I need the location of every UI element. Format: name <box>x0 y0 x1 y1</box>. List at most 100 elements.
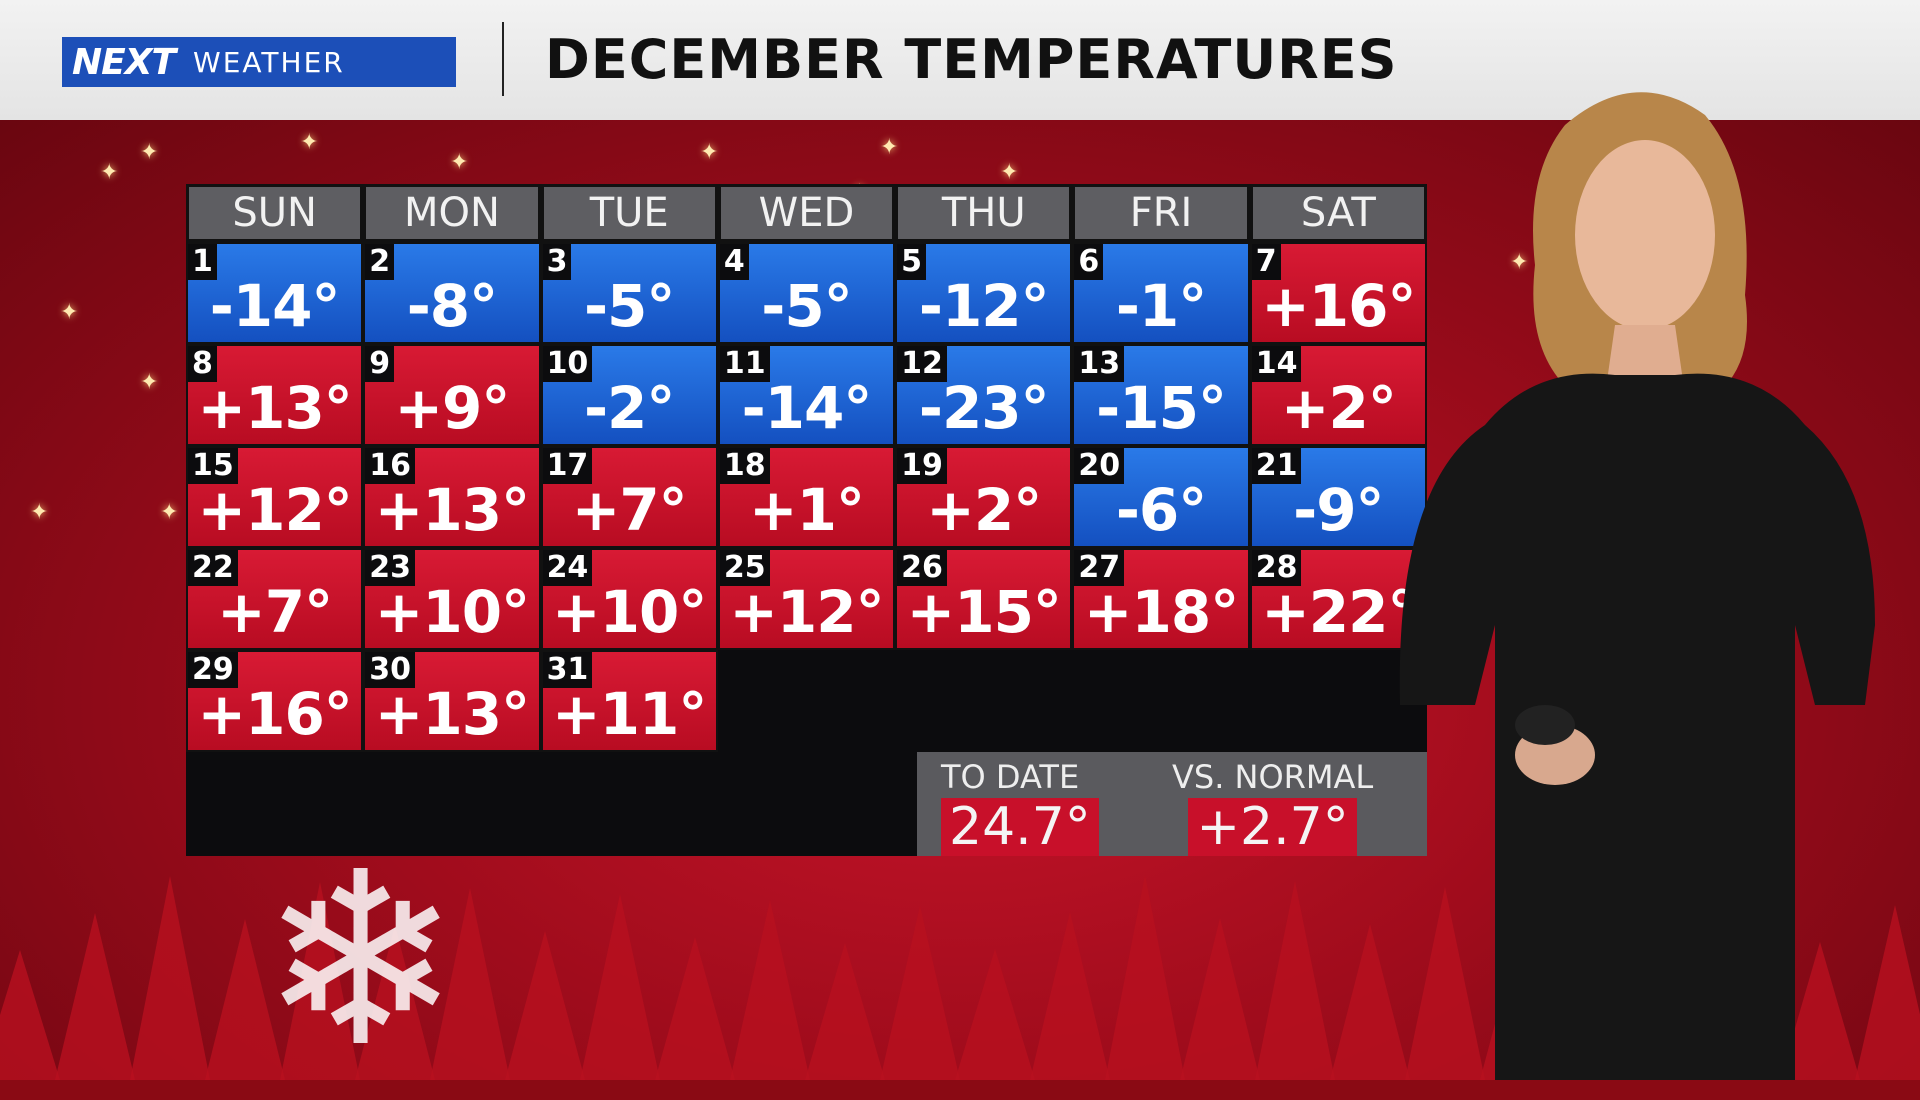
day-cell: 21 -9° <box>1249 446 1427 548</box>
day-cell: 23 +10° <box>363 548 541 650</box>
tree-silhouette <box>0 950 60 1080</box>
day-number: 2 <box>365 244 395 280</box>
temperature-departure: -14° <box>209 272 341 340</box>
day-cell: 27 +18° <box>1072 548 1250 650</box>
temperature-departure: +22° <box>1261 578 1416 646</box>
weekday-header-sun: SUN <box>186 184 364 242</box>
tree-silhouette <box>730 900 810 1080</box>
day-cell: 1 -14° <box>186 242 364 344</box>
day-number: 15 <box>188 448 238 484</box>
day-number: 6 <box>1074 244 1104 280</box>
day-number: 4 <box>719 244 749 280</box>
day-cell: 17 +7° <box>540 446 718 548</box>
weekday-header-thu: THU <box>895 184 1073 242</box>
temperature-departure: +15° <box>906 578 1062 646</box>
sparkle-star-icon: ✦ <box>700 140 719 165</box>
day-cell: 26 +15° <box>895 548 1073 650</box>
tree-silhouette <box>955 949 1035 1080</box>
tree-silhouette <box>1405 887 1485 1080</box>
day-cell: 12 -23° <box>895 344 1073 446</box>
temperature-departure: -6° <box>1115 476 1207 544</box>
day-number: 17 <box>542 448 593 484</box>
temperature-departure: +11° <box>552 680 707 748</box>
temperature-departure: +10° <box>552 578 707 646</box>
presenter-figure <box>1399 92 1875 1080</box>
day-cell: 18 +1° <box>717 446 896 548</box>
tree-silhouette <box>1030 912 1110 1080</box>
day-cell: 6 -1° <box>1072 242 1250 344</box>
stat-to-date: TO DATE 24.7° <box>941 758 1099 856</box>
next-weather-logo: NEXT WEATHER <box>62 37 456 87</box>
temperature-departure: +12° <box>729 578 884 646</box>
day-cell: 29 +16° <box>186 650 364 752</box>
day-cell: 22 +7° <box>186 548 364 650</box>
day-number: 8 <box>188 346 217 382</box>
day-cell: 2 -8° <box>363 242 541 344</box>
stat-vs-normal: VS. NORMAL +2.7° <box>1172 758 1373 856</box>
weekday-header-tue: TUE <box>540 184 718 242</box>
day-number: 22 <box>188 550 238 586</box>
temperature-departure: -14° <box>741 374 873 442</box>
temperature-departure: -5° <box>761 272 852 340</box>
temperature-departure: +13° <box>374 680 530 748</box>
day-number: 5 <box>897 244 927 280</box>
day-cell: 20 -6° <box>1072 446 1250 548</box>
day-number: 29 <box>188 652 238 688</box>
day-number: 1 <box>188 244 217 280</box>
day-number: 9 <box>365 346 395 382</box>
tree-silhouette <box>505 931 585 1080</box>
header-divider <box>502 22 504 96</box>
day-cell: 10 -2° <box>540 344 718 446</box>
snowflake-icon: ❄ <box>260 820 462 1100</box>
sparkle-star-icon: ✦ <box>1000 160 1019 185</box>
tree-silhouette <box>805 943 885 1080</box>
day-number: 14 <box>1251 346 1302 382</box>
to-date-value: 24.7° <box>941 798 1099 856</box>
temperature-departure: +18° <box>1083 578 1239 646</box>
day-number: 3 <box>542 244 572 280</box>
temperature-departure: +10° <box>374 578 530 646</box>
day-cell: 25 +12° <box>717 548 896 650</box>
sparkle-star-icon: ✦ <box>60 300 79 325</box>
sparkle-star-icon: ✦ <box>1510 250 1529 275</box>
temperature-calendar: SUN MON TUE WED THU FRI SAT 1 -14° 2 -8° 3 -5° 4 -5° 5-… <box>186 184 1427 856</box>
tree-silhouette <box>880 906 960 1080</box>
tree-silhouette <box>580 894 660 1080</box>
tree-silhouette <box>1255 881 1335 1080</box>
tree-silhouette <box>430 888 510 1080</box>
tree-silhouette <box>280 882 360 1080</box>
sparkle-star-icon: ✦ <box>140 370 159 395</box>
sparkle-star-icon: ✦ <box>140 140 159 165</box>
temperature-departure: -15° <box>1096 374 1227 442</box>
day-number: 7 <box>1251 244 1281 280</box>
tree-silhouette <box>355 925 435 1080</box>
day-cell: 5 -12° <box>895 242 1073 344</box>
weekday-header-wed: WED <box>717 184 896 242</box>
sparkle-star-icon: ✦ <box>30 500 49 525</box>
day-cell: 7 +16° <box>1249 242 1427 344</box>
day-cell: 31 +11° <box>540 650 718 752</box>
temperature-departure: +2° <box>926 476 1042 544</box>
day-cell: 14 +2° <box>1249 344 1427 446</box>
day-number: 24 <box>542 550 593 586</box>
header-bar: NEXT WEATHER DECEMBER TEMPERATURES <box>0 0 1920 120</box>
tree-silhouette <box>1105 875 1185 1080</box>
day-number: 31 <box>542 652 593 688</box>
day-number: 21 <box>1251 448 1302 484</box>
day-number: 26 <box>897 550 947 586</box>
day-cell: 13 -15° <box>1072 344 1250 446</box>
day-cell: 16 +13° <box>363 446 541 548</box>
day-number: 10 <box>542 346 593 382</box>
temperature-departure: -8° <box>406 272 498 340</box>
day-number: 18 <box>719 448 770 484</box>
sparkle-star-icon: ✦ <box>300 130 319 155</box>
temperature-departure: +1° <box>749 476 865 544</box>
day-number: 23 <box>365 550 416 586</box>
temperature-departure: +9° <box>394 374 510 442</box>
temperature-departure: +16° <box>197 680 352 748</box>
day-number: 11 <box>719 346 770 382</box>
temperature-departure: +12° <box>197 476 352 544</box>
day-cell: 3 -5° <box>540 242 718 344</box>
day-number: 20 <box>1074 448 1125 484</box>
day-number: 13 <box>1074 346 1125 382</box>
